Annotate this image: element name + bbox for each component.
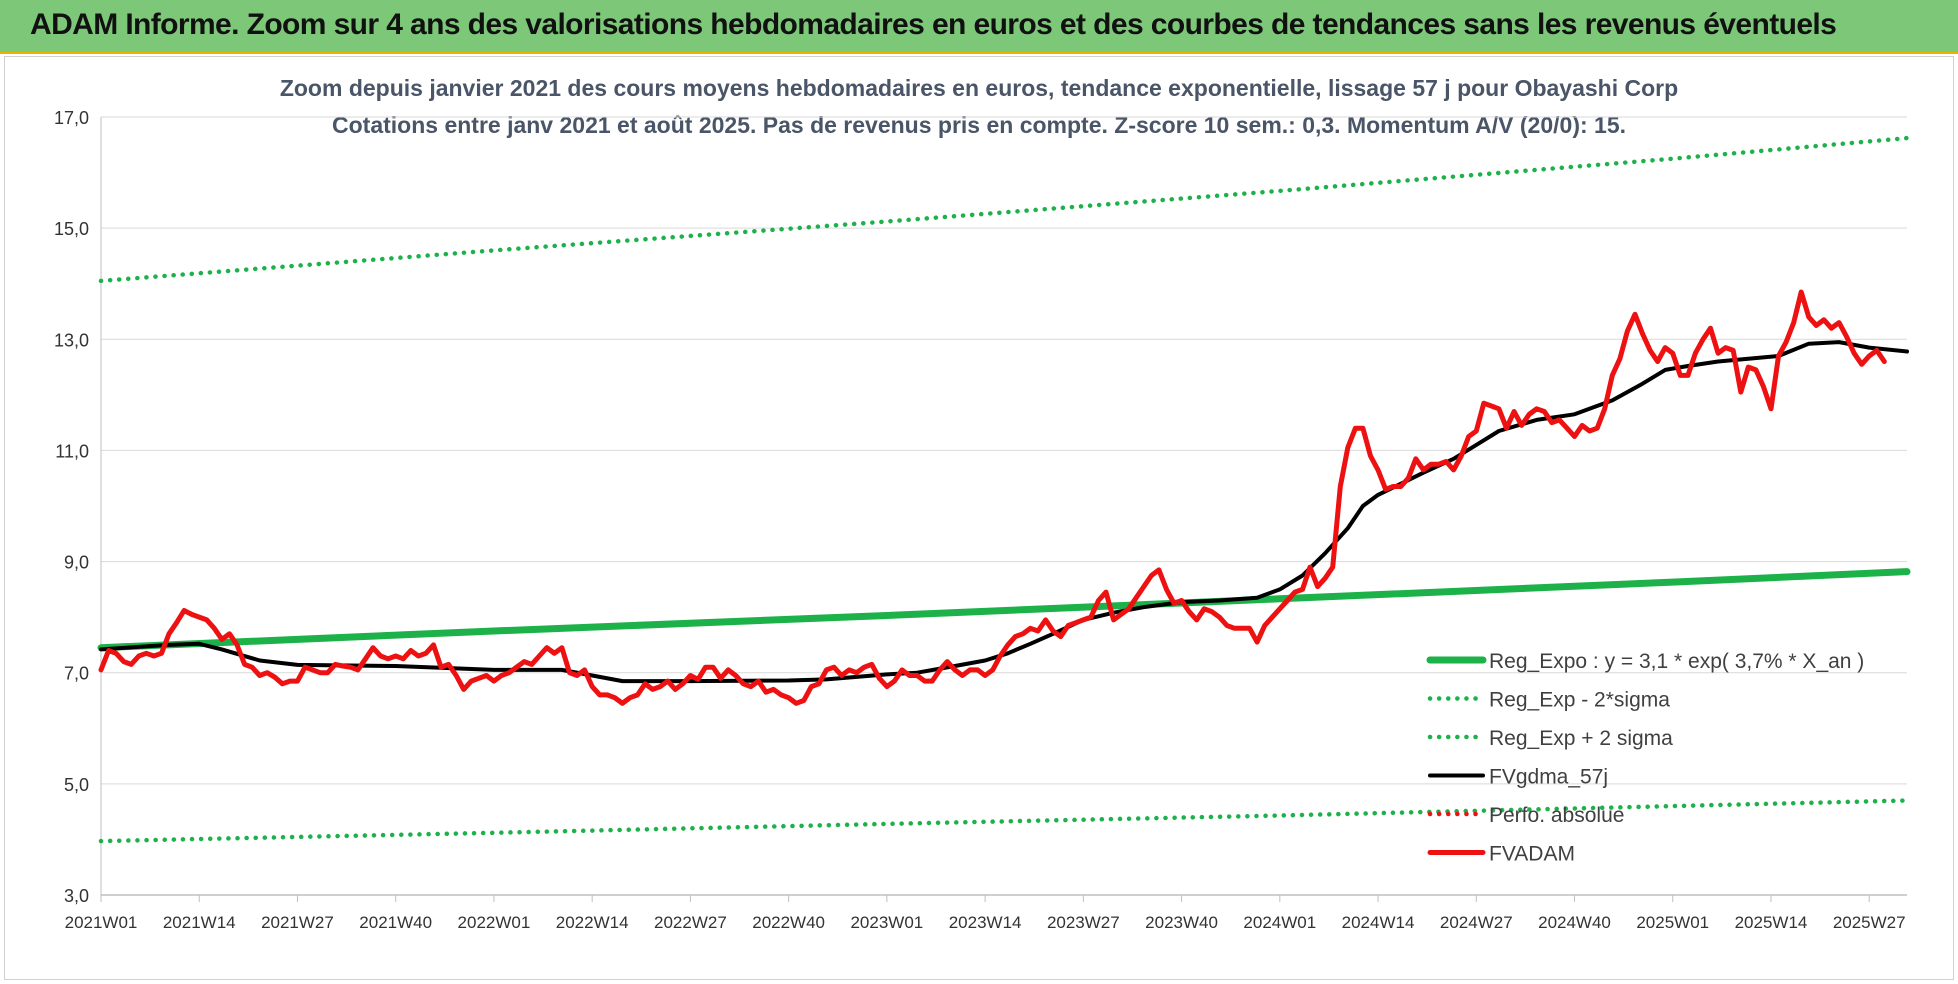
y-tick-label: 15,0 [54, 219, 89, 239]
x-tick-label: 2022W14 [556, 913, 629, 932]
x-tick-label: 2023W01 [850, 913, 923, 932]
legend-label: Reg_Exp - 2*sigma [1489, 689, 1670, 712]
series-line [97, 568, 1911, 652]
x-tick-label: 2023W40 [1145, 913, 1218, 932]
series-line [98, 135, 1910, 284]
y-tick-label: 5,0 [64, 775, 89, 795]
y-tick-label: 17,0 [54, 108, 89, 128]
axes: 3,0 5,0 7,0 9,0 11,0 13,0 15,0 17,0 2021W01 2021W… [54, 108, 1907, 932]
x-tick-label: 2025W14 [1735, 913, 1808, 932]
x-tick-label: 2022W40 [752, 913, 825, 932]
legend-label: Perfo. absolue [1489, 804, 1624, 827]
x-tick-label: 2023W27 [1047, 913, 1120, 932]
legend-label: Reg_Exp + 2 sigma [1489, 727, 1673, 750]
series-line [98, 289, 1887, 706]
x-tick-label: 2022W01 [458, 913, 531, 932]
y-tick-label: 3,0 [64, 886, 89, 906]
x-tick-label: 2021W14 [163, 913, 236, 932]
legend-label: FVADAM [1489, 843, 1575, 866]
grid [101, 116, 1907, 785]
x-tick-label: 2023W14 [949, 913, 1022, 932]
x-tick-label: 2021W01 [65, 913, 138, 932]
chart: Zoom depuis janvier 2021 des cours moyen… [54, 75, 1911, 932]
x-tick-label: 2025W27 [1833, 913, 1906, 932]
legend-label: Reg_Expo : y = 3,1 * exp( 3,7% * X_an ) [1489, 650, 1864, 673]
x-tick-label: 2024W40 [1538, 913, 1611, 932]
x-tick-label: 2025W01 [1636, 913, 1709, 932]
chart-subtitle: Cotations entre janv 2021 et août 2025. … [332, 112, 1626, 138]
x-tick-label: 2021W40 [359, 913, 432, 932]
series-line [98, 798, 1910, 844]
chart-frame: Zoom depuis janvier 2021 des cours moyen… [4, 56, 1954, 980]
y-tick-label: 9,0 [64, 553, 89, 573]
x-tick-label: 2022W27 [654, 913, 727, 932]
series [97, 135, 1911, 844]
report-banner: ADAM Informe. Zoom sur 4 ans des valoris… [0, 0, 1958, 54]
y-tick-label: 7,0 [64, 664, 89, 684]
report-title: ADAM Informe. Zoom sur 4 ans des valoris… [30, 8, 1837, 41]
chart-title: Zoom depuis janvier 2021 des cours moyen… [280, 75, 1678, 101]
series-line [99, 340, 1909, 684]
legend: Reg_Expo : y = 3,1 * exp( 3,7% * X_an ) R… [1426, 650, 1864, 866]
y-tick-label: 11,0 [55, 441, 89, 461]
x-tick-label: 2024W01 [1243, 913, 1316, 932]
x-tick-label: 2021W27 [261, 913, 334, 932]
legend-label: FVgdma_57j [1489, 766, 1608, 789]
y-tick-label: 13,0 [54, 330, 89, 350]
x-tick-label: 2024W27 [1440, 913, 1513, 932]
x-tick-label: 2024W14 [1342, 913, 1415, 932]
